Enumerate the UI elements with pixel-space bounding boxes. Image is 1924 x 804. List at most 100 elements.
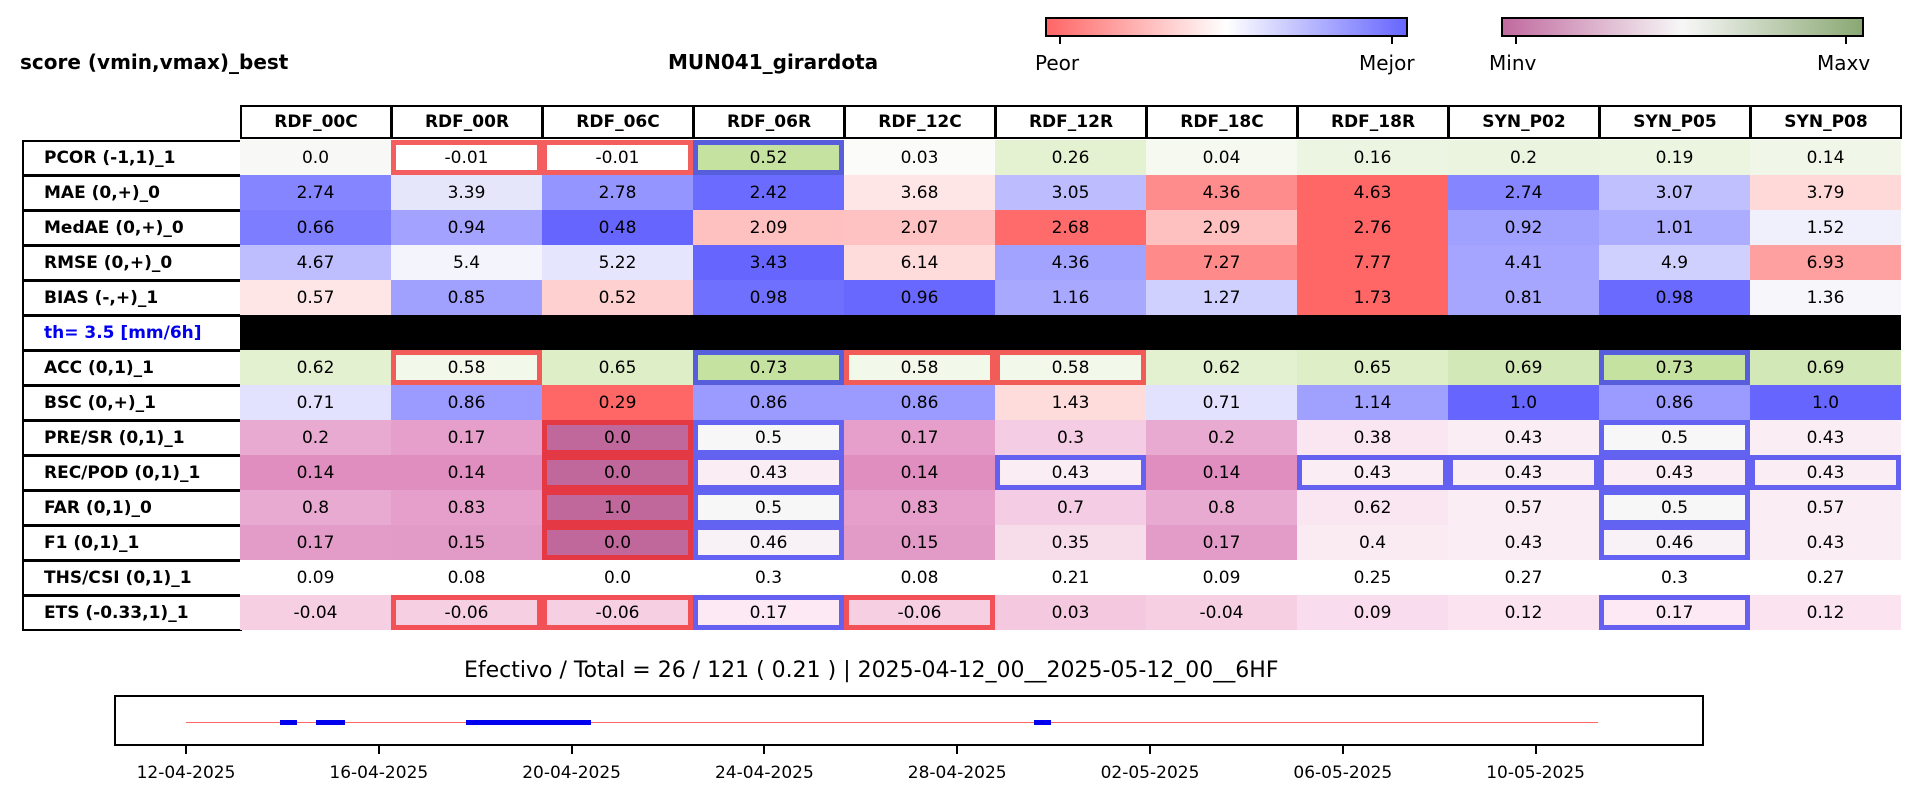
heatmap-cell: 0.3: [693, 560, 844, 595]
heatmap-cell: 0.52: [542, 280, 693, 315]
heatmap-cell: 0.65: [542, 350, 693, 385]
heatmap-cell: 0.43: [1297, 455, 1448, 490]
heatmap-cell: 0.58: [995, 350, 1146, 385]
heatmap-cell: 0.25: [1297, 560, 1448, 595]
timeline-tick: [570, 746, 573, 754]
heatmap-cell: 0.92: [1448, 210, 1599, 245]
heatmap-cell: [844, 315, 995, 350]
heatmap-cell: 4.67: [240, 245, 391, 280]
heatmap-cell: -0.01: [391, 140, 542, 175]
heatmap-cell: 0.86: [844, 385, 995, 420]
heatmap-cell: [1297, 315, 1448, 350]
column-header: RDF_06C: [542, 105, 694, 139]
heatmap-cell: 0.09: [1146, 560, 1297, 595]
heatmap-cell: 2.42: [693, 175, 844, 210]
heatmap-cell: 0.08: [391, 560, 542, 595]
heatmap-cell: 0.71: [1146, 385, 1297, 420]
heatmap-cell: 0.69: [1750, 350, 1901, 385]
worst-highlight: [542, 595, 693, 630]
best-highlight: [693, 490, 844, 525]
heatmap-cell: 0.3: [1599, 560, 1750, 595]
heatmap-cell: 0.26: [995, 140, 1146, 175]
heatmap-cell: 1.36: [1750, 280, 1901, 315]
heatmap-cell: 3.43: [693, 245, 844, 280]
heatmap-cell: 0.0: [542, 560, 693, 595]
column-header: SYN_P08: [1750, 105, 1902, 139]
heatmap-cell: 0.0: [240, 140, 391, 175]
heatmap-cell: 2.07: [844, 210, 995, 245]
heatmap-cell: 0.15: [391, 525, 542, 560]
column-header: RDF_06R: [693, 105, 845, 139]
heatmap-cell: 0.4: [1297, 525, 1448, 560]
row-header: ETS (-0.33,1)_1: [22, 595, 242, 631]
heatmap-cell: 5.4: [391, 245, 542, 280]
heatmap-cell: 0.19: [1599, 140, 1750, 175]
heatmap-cell: 0.0: [542, 455, 693, 490]
heatmap-cell: 0.17: [1599, 595, 1750, 630]
worst-highlight: [542, 490, 693, 525]
row-header: ACC (0,1)_1: [22, 350, 242, 386]
heatmap-cell: 0.0: [542, 525, 693, 560]
heatmap-cell: 2.09: [1146, 210, 1297, 245]
row-header: MAE (0,+)_0: [22, 175, 242, 211]
heatmap-cell: 0.83: [844, 490, 995, 525]
timeline-tick-label: 02-05-2025: [1100, 763, 1200, 783]
heatmap-cell: 0.66: [240, 210, 391, 245]
heatmap-cell: 7.27: [1146, 245, 1297, 280]
heatmap-cell: 0.62: [1297, 490, 1448, 525]
heatmap-cell: 0.57: [240, 280, 391, 315]
heatmap-cell: 0.62: [240, 350, 391, 385]
heatmap-cell: 0.58: [844, 350, 995, 385]
colorbar-min-label: Minv: [1489, 51, 1537, 75]
best-highlight: [693, 350, 844, 385]
heatmap-cell: 2.78: [542, 175, 693, 210]
row-header: MedAE (0,+)_0: [22, 210, 242, 246]
heatmap-cell: [1599, 315, 1750, 350]
heatmap-cell: 4.9: [1599, 245, 1750, 280]
heatmap-cell: 0.43: [1448, 420, 1599, 455]
timeline-tick-label: 16-04-2025: [329, 763, 429, 783]
best-highlight: [693, 595, 844, 630]
heatmap-cell: 0.2: [240, 420, 391, 455]
heatmap-cell: 0.73: [693, 350, 844, 385]
heatmap-cell: 0.86: [1599, 385, 1750, 420]
heatmap-cell: 0.12: [1448, 595, 1599, 630]
heatmap-cell: -0.06: [391, 595, 542, 630]
heatmap-cell: 6.93: [1750, 245, 1901, 280]
heatmap-cell: 1.0: [1448, 385, 1599, 420]
heatmap-cell: 0.03: [995, 595, 1146, 630]
best-highlight: [1599, 420, 1750, 455]
heatmap-cell: 0.2: [1448, 140, 1599, 175]
row-header: PCOR (-1,1)_1: [22, 140, 242, 176]
colorbar-tick: [1845, 35, 1847, 44]
heatmap-cell: 0.8: [1146, 490, 1297, 525]
summary-text: Efectivo / Total = 26 / 121 ( 0.21 ) | 2…: [464, 658, 1279, 683]
worst-highlight: [542, 525, 693, 560]
performance-colorbar: [1045, 17, 1408, 37]
heatmap-cell: 3.39: [391, 175, 542, 210]
timeline-segment: [279, 720, 297, 725]
heatmap-cell: 0.65: [1297, 350, 1448, 385]
heatmap-cell: [542, 315, 693, 350]
colorbar-tick: [1515, 35, 1517, 44]
heatmap-cell: 3.68: [844, 175, 995, 210]
heatmap-cell: 0.43: [1750, 455, 1901, 490]
heatmap-cell: 0.5: [693, 490, 844, 525]
timeline-segment: [465, 720, 591, 725]
heatmap-cell: 0.86: [391, 385, 542, 420]
timeline-segment: [1034, 720, 1052, 725]
column-header: RDF_00C: [240, 105, 392, 139]
heatmap-cell: 0.17: [240, 525, 391, 560]
heatmap-cell: 0.43: [693, 455, 844, 490]
worst-highlight: [391, 140, 542, 175]
best-highlight: [693, 140, 844, 175]
heatmap-cell: 0.04: [1146, 140, 1297, 175]
heatmap-cell: 1.43: [995, 385, 1146, 420]
heatmap-cell: 0.71: [240, 385, 391, 420]
row-header: th= 3.5 [mm/6h]: [22, 315, 242, 351]
heatmap-cell: 1.27: [1146, 280, 1297, 315]
heatmap-cell: 0.62: [1146, 350, 1297, 385]
heatmap-cell: 4.41: [1448, 245, 1599, 280]
best-highlight: [1599, 455, 1750, 490]
